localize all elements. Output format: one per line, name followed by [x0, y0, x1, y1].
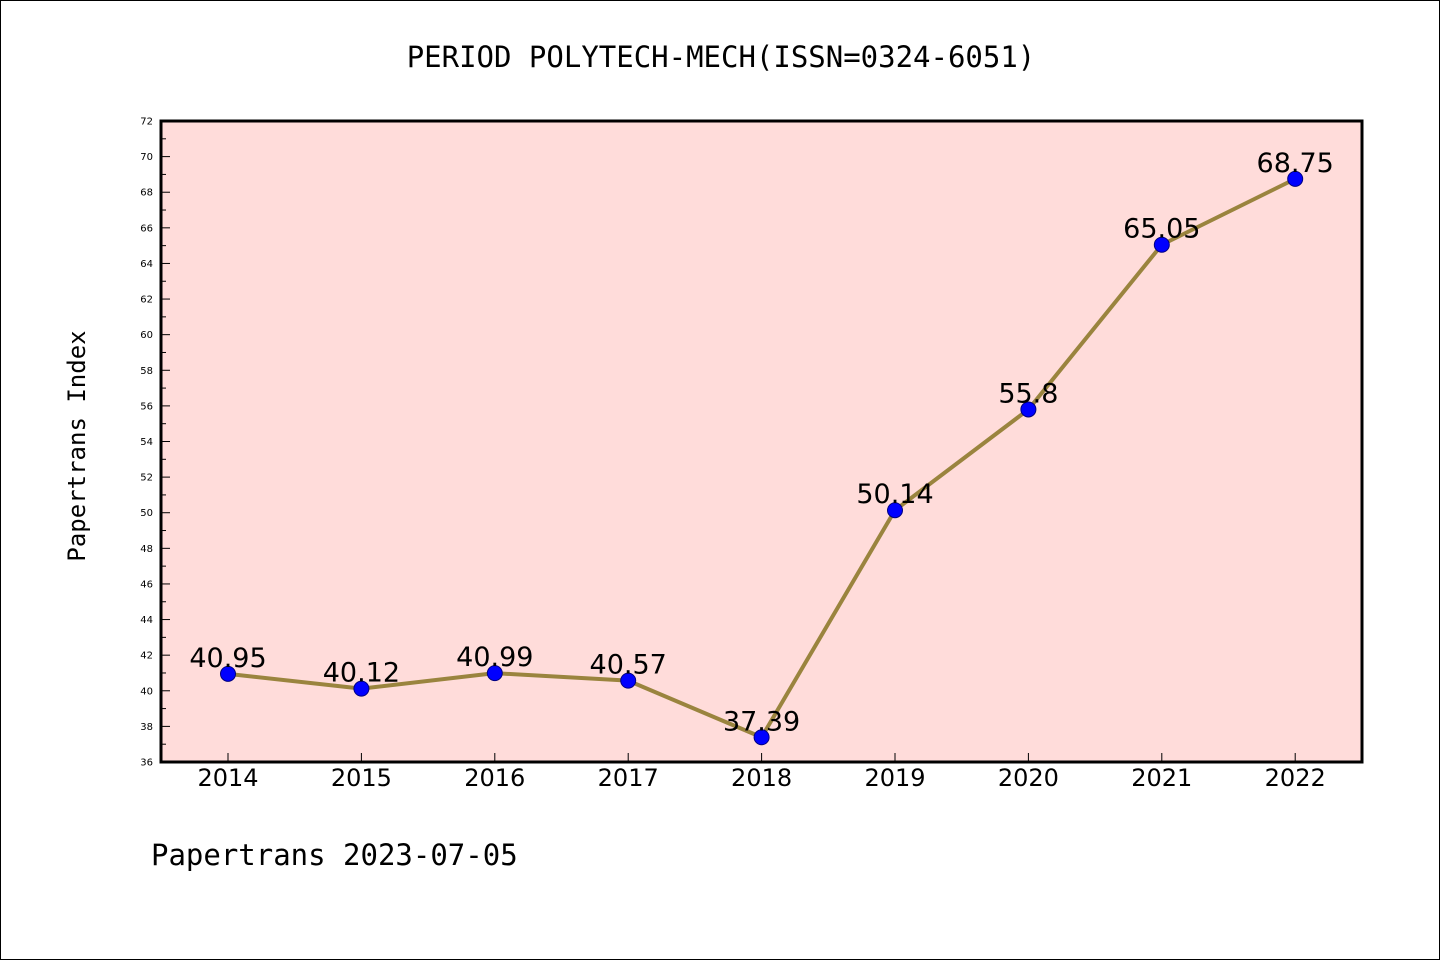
data-point — [486, 665, 503, 682]
y-tick-label: 50 — [140, 508, 153, 519]
data-label: 40.99 — [456, 642, 533, 673]
data-label: 65.05 — [1123, 214, 1200, 245]
y-tick-label: 36 — [140, 758, 153, 769]
data-label: 68.75 — [1257, 148, 1334, 179]
y-tick-label: 52 — [140, 473, 153, 484]
y-tick-label: 48 — [140, 544, 153, 555]
x-tick-label: 2020 — [998, 764, 1059, 792]
x-tick-label: 2021 — [1131, 764, 1192, 792]
series-layer: 40.95 40.12 40.99 40.57 37.39 50.14 55.8 65.05 6… — [189, 148, 1334, 746]
y-tick-label: 42 — [140, 651, 153, 662]
data-label: 40.57 — [590, 650, 667, 681]
y-tick-label: 60 — [140, 330, 153, 341]
y-tick-label: 44 — [140, 615, 153, 626]
data-point — [353, 680, 370, 697]
x-tick-label: 2017 — [598, 764, 659, 792]
x-tick-label: 2014 — [197, 764, 258, 792]
data-point — [220, 665, 236, 682]
y-tick-label: 62 — [140, 295, 153, 306]
data-label: 37.39 — [723, 706, 800, 737]
y-tick-label: 72 — [140, 117, 153, 128]
data-label: 55.8 — [998, 378, 1058, 409]
y-tick-label: 54 — [140, 437, 153, 448]
x-axis: 2014 2015 2016 2017 2018 2019 2020 2021 2022 — [197, 753, 1326, 792]
data-label: 50.14 — [856, 479, 933, 510]
y-axis-label: Papertrans Index — [63, 330, 91, 561]
x-tick-label: 2022 — [1265, 764, 1326, 792]
y-tick-label: 40 — [140, 686, 153, 697]
y-tick-label: 56 — [140, 401, 153, 412]
chart-title: PERIOD POLYTECH-MECH(ISSN=0324-6051) — [407, 40, 1036, 74]
data-point — [753, 729, 770, 746]
y-tick-label: 46 — [140, 579, 153, 590]
plot-area — [161, 121, 1362, 762]
data-label: 40.12 — [323, 658, 400, 689]
y-tick-label: 64 — [140, 259, 153, 270]
data-point — [1153, 236, 1170, 253]
x-tick-label: 2018 — [731, 764, 792, 792]
data-point — [1020, 401, 1037, 418]
y-tick-label: 38 — [140, 722, 153, 733]
x-tick-label: 2016 — [464, 764, 525, 792]
data-label: 40.95 — [189, 643, 266, 674]
data-point — [1287, 170, 1304, 187]
y-tick-label: 68 — [140, 188, 153, 199]
footer-date: Papertrans 2023-07-05 — [151, 838, 518, 872]
x-tick-label: 2015 — [331, 764, 392, 792]
plot-border — [159, 119, 1364, 764]
x-tick-label: 2019 — [864, 764, 925, 792]
data-point — [887, 502, 903, 519]
y-tick-label: 66 — [140, 223, 153, 234]
data-point — [620, 672, 637, 689]
y-tick-label: 58 — [140, 366, 153, 377]
y-tick-label: 70 — [140, 152, 153, 163]
